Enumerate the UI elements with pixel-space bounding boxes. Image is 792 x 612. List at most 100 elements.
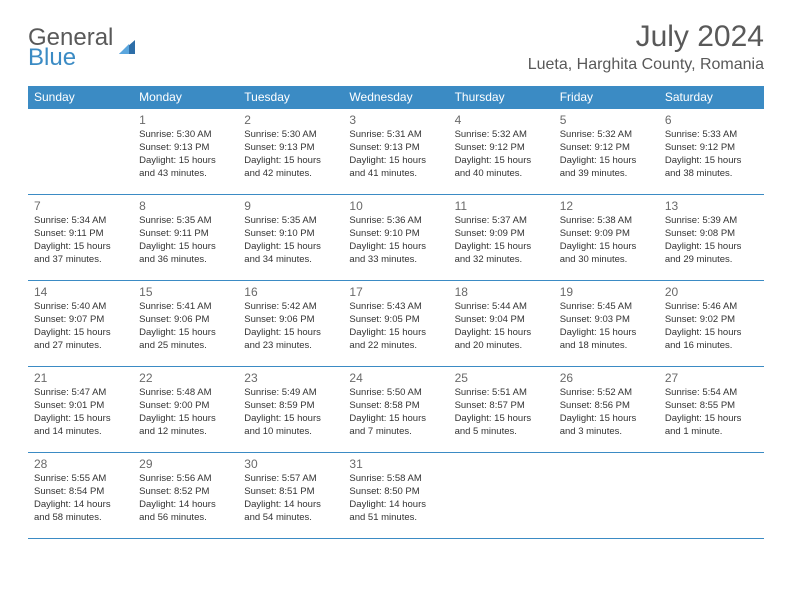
day-cell: 14Sunrise: 5:40 AMSunset: 9:07 PMDayligh… [28,281,133,367]
sunrise-text: Sunrise: 5:50 AM [349,387,442,400]
day-number: 9 [244,198,337,214]
day-number: 27 [665,370,758,386]
day-cell: 3Sunrise: 5:31 AMSunset: 9:13 PMDaylight… [343,109,448,195]
day-cell: 2Sunrise: 5:30 AMSunset: 9:13 PMDaylight… [238,109,343,195]
sunset-text: Sunset: 9:03 PM [560,314,653,327]
day-cell: 5Sunrise: 5:32 AMSunset: 9:12 PMDaylight… [554,109,659,195]
day-cell: 28Sunrise: 5:55 AMSunset: 8:54 PMDayligh… [28,453,133,539]
day-cell: 27Sunrise: 5:54 AMSunset: 8:55 PMDayligh… [659,367,764,453]
sunset-text: Sunset: 9:07 PM [34,314,127,327]
day-number: 22 [139,370,232,386]
day-cell: 30Sunrise: 5:57 AMSunset: 8:51 PMDayligh… [238,453,343,539]
day-cell: 20Sunrise: 5:46 AMSunset: 9:02 PMDayligh… [659,281,764,367]
sunrise-text: Sunrise: 5:36 AM [349,215,442,228]
location: Lueta, Harghita County, Romania [528,56,764,74]
day-cell: 21Sunrise: 5:47 AMSunset: 9:01 PMDayligh… [28,367,133,453]
sunrise-text: Sunrise: 5:30 AM [139,129,232,142]
day-number: 24 [349,370,442,386]
sunset-text: Sunset: 9:13 PM [244,142,337,155]
daylight-text: Daylight: 15 hours and 29 minutes. [665,241,758,267]
day-cell: 23Sunrise: 5:49 AMSunset: 8:59 PMDayligh… [238,367,343,453]
sunrise-text: Sunrise: 5:30 AM [244,129,337,142]
day-number: 8 [139,198,232,214]
calendar-table: Sunday Monday Tuesday Wednesday Thursday… [28,86,764,539]
day-header: Wednesday [343,86,448,109]
day-number: 26 [560,370,653,386]
day-cell: 19Sunrise: 5:45 AMSunset: 9:03 PMDayligh… [554,281,659,367]
day-cell [554,453,659,539]
day-number: 2 [244,112,337,128]
day-header: Monday [133,86,238,109]
day-cell: 26Sunrise: 5:52 AMSunset: 8:56 PMDayligh… [554,367,659,453]
month-year: July 2024 [528,20,764,54]
daylight-text: Daylight: 15 hours and 33 minutes. [349,241,442,267]
daylight-text: Daylight: 15 hours and 32 minutes. [455,241,548,267]
sunset-text: Sunset: 9:11 PM [139,228,232,241]
sunset-text: Sunset: 9:13 PM [139,142,232,155]
day-cell: 17Sunrise: 5:43 AMSunset: 9:05 PMDayligh… [343,281,448,367]
sunset-text: Sunset: 9:09 PM [560,228,653,241]
day-number: 31 [349,456,442,472]
daylight-text: Daylight: 15 hours and 36 minutes. [139,241,232,267]
daylight-text: Daylight: 15 hours and 27 minutes. [34,327,127,353]
sunrise-text: Sunrise: 5:41 AM [139,301,232,314]
sunset-text: Sunset: 9:08 PM [665,228,758,241]
sunrise-text: Sunrise: 5:33 AM [665,129,758,142]
sunset-text: Sunset: 8:52 PM [139,486,232,499]
sunset-text: Sunset: 9:04 PM [455,314,548,327]
day-number: 16 [244,284,337,300]
day-cell: 22Sunrise: 5:48 AMSunset: 9:00 PMDayligh… [133,367,238,453]
day-cell: 31Sunrise: 5:58 AMSunset: 8:50 PMDayligh… [343,453,448,539]
day-number: 4 [455,112,548,128]
day-cell: 7Sunrise: 5:34 AMSunset: 9:11 PMDaylight… [28,195,133,281]
day-number: 13 [665,198,758,214]
daylight-text: Daylight: 15 hours and 42 minutes. [244,155,337,181]
day-number: 17 [349,284,442,300]
day-header: Thursday [449,86,554,109]
sunrise-text: Sunrise: 5:35 AM [139,215,232,228]
sunset-text: Sunset: 9:10 PM [349,228,442,241]
day-number: 25 [455,370,548,386]
daylight-text: Daylight: 15 hours and 5 minutes. [455,413,548,439]
day-cell: 29Sunrise: 5:56 AMSunset: 8:52 PMDayligh… [133,453,238,539]
sunrise-text: Sunrise: 5:55 AM [34,473,127,486]
daylight-text: Daylight: 15 hours and 3 minutes. [560,413,653,439]
sunrise-text: Sunrise: 5:57 AM [244,473,337,486]
week-row: 21Sunrise: 5:47 AMSunset: 9:01 PMDayligh… [28,367,764,453]
day-cell: 13Sunrise: 5:39 AMSunset: 9:08 PMDayligh… [659,195,764,281]
sunset-text: Sunset: 8:59 PM [244,400,337,413]
daylight-text: Daylight: 14 hours and 58 minutes. [34,499,127,525]
daylight-text: Daylight: 14 hours and 54 minutes. [244,499,337,525]
sunset-text: Sunset: 9:12 PM [455,142,548,155]
day-cell: 11Sunrise: 5:37 AMSunset: 9:09 PMDayligh… [449,195,554,281]
sunrise-text: Sunrise: 5:32 AM [455,129,548,142]
sunset-text: Sunset: 9:12 PM [560,142,653,155]
sunrise-text: Sunrise: 5:43 AM [349,301,442,314]
day-number: 30 [244,456,337,472]
daylight-text: Daylight: 15 hours and 38 minutes. [665,155,758,181]
week-row: 1Sunrise: 5:30 AMSunset: 9:13 PMDaylight… [28,109,764,195]
day-number: 23 [244,370,337,386]
day-header-row: Sunday Monday Tuesday Wednesday Thursday… [28,86,764,109]
day-cell [28,109,133,195]
sunrise-text: Sunrise: 5:54 AM [665,387,758,400]
daylight-text: Daylight: 15 hours and 30 minutes. [560,241,653,267]
day-number: 15 [139,284,232,300]
daylight-text: Daylight: 15 hours and 25 minutes. [139,327,232,353]
sunrise-text: Sunrise: 5:38 AM [560,215,653,228]
day-number: 14 [34,284,127,300]
sunrise-text: Sunrise: 5:37 AM [455,215,548,228]
day-number: 18 [455,284,548,300]
day-cell: 8Sunrise: 5:35 AMSunset: 9:11 PMDaylight… [133,195,238,281]
day-header: Tuesday [238,86,343,109]
daylight-text: Daylight: 15 hours and 10 minutes. [244,413,337,439]
sail-icon [117,36,139,63]
day-cell [659,453,764,539]
sunrise-text: Sunrise: 5:32 AM [560,129,653,142]
day-number: 28 [34,456,127,472]
sunset-text: Sunset: 9:06 PM [139,314,232,327]
day-header: Friday [554,86,659,109]
sunset-text: Sunset: 8:55 PM [665,400,758,413]
sunset-text: Sunset: 9:02 PM [665,314,758,327]
daylight-text: Daylight: 15 hours and 16 minutes. [665,327,758,353]
